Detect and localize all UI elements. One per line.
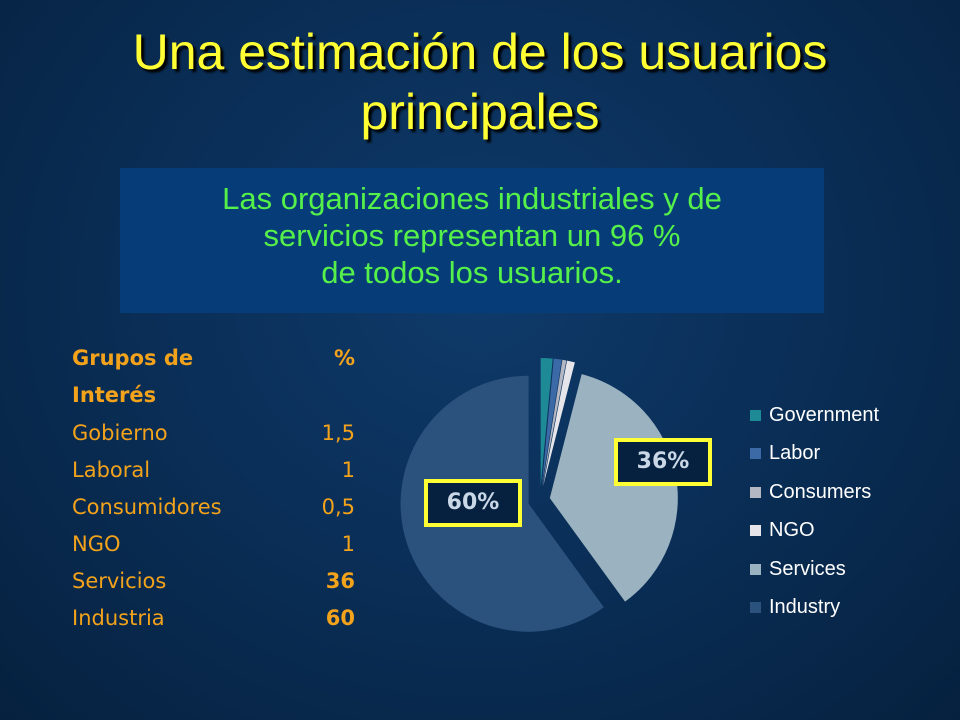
row-name: Servicios: [72, 568, 167, 593]
header-group-name-line2: Interés: [72, 383, 157, 407]
summary-line1: Las organizaciones industriales y de: [222, 181, 722, 216]
row-name: Consumidores: [72, 494, 222, 519]
pie-slice-government: [540, 358, 553, 487]
summary-line2: servicios representan un 96 %: [263, 218, 681, 253]
summary-line3: de todos los usuarios.: [321, 255, 623, 290]
row-value: 1: [341, 531, 355, 556]
legend-item-government: Government: [750, 396, 879, 435]
row-name: Industria: [72, 605, 165, 630]
header-percent: %: [333, 346, 355, 370]
slide-title-line2: principales: [360, 84, 600, 140]
pie-slice-labor: [541, 358, 562, 487]
interest-groups-table: Grupos de % Interés Gobierno 1,5 Laboral…: [72, 340, 355, 636]
legend-item-industry: Industry: [750, 589, 879, 628]
row-value: 0,5: [321, 494, 355, 519]
table-header-row-2: Interés: [72, 377, 355, 414]
summary-box: Las organizaciones industriales y de ser…: [120, 168, 824, 313]
legend-label: NGO: [769, 519, 815, 542]
legend-swatch: [750, 563, 761, 575]
legend-label: Consumers: [769, 480, 872, 503]
pie-slice-consumers: [542, 359, 567, 487]
legend-swatch: [750, 409, 761, 421]
table-row: Laboral 1: [72, 451, 355, 488]
table-row: Industria 60: [72, 599, 355, 636]
legend-item-services: Services: [750, 550, 879, 589]
legend-swatch: [750, 448, 761, 460]
row-value: 36: [325, 568, 355, 593]
row-name: NGO: [72, 531, 121, 556]
slide-title: Una estimación de los usuarios principal…: [0, 22, 960, 142]
row-value: 1,5: [321, 420, 355, 445]
legend-label: Labor: [769, 442, 821, 465]
legend-item-consumers: Consumers: [750, 473, 879, 512]
table-row: Gobierno 1,5: [72, 414, 355, 451]
row-name: Gobierno: [72, 420, 168, 445]
services-data-label: 36%: [614, 438, 712, 486]
pie-slice-services: [549, 374, 678, 602]
legend-swatch: [750, 486, 761, 498]
pie-slice-ngo: [543, 360, 575, 487]
legend-swatch: [750, 602, 761, 614]
row-value: 60: [325, 605, 355, 630]
table-row: NGO 1: [72, 525, 355, 562]
industry-data-label: 60%: [424, 479, 522, 527]
chart-legend: Government Labor Consumers NGO Services Indus…: [750, 396, 879, 627]
table-header-row: Grupos de %: [72, 340, 355, 377]
legend-item-ngo: NGO: [750, 512, 879, 551]
header-group-name: Grupos de: [72, 346, 194, 370]
row-value: 1: [341, 457, 355, 482]
legend-swatch: [750, 525, 761, 537]
legend-item-labor: Labor: [750, 435, 879, 474]
row-name: Laboral: [72, 457, 151, 482]
table-row: Servicios 36: [72, 562, 355, 599]
legend-label: Services: [769, 557, 846, 580]
legend-label: Industry: [769, 596, 841, 619]
slide-title-line1: Una estimación de los usuarios: [132, 24, 828, 80]
table-row: Consumidores 0,5: [72, 488, 355, 525]
legend-label: Government: [769, 403, 880, 426]
